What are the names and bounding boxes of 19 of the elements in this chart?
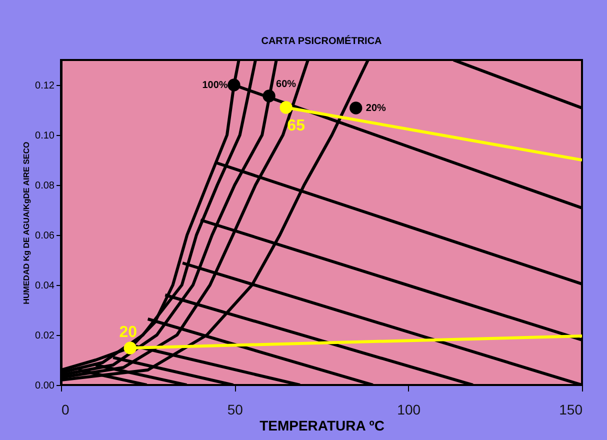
x-axis-title: TEMPERATURA ºC bbox=[260, 418, 384, 434]
y-tick-label: 0.12 bbox=[35, 80, 55, 92]
y-axis-title: HUMEDAD Kg DE AGUA/KgDE AIRE SECO bbox=[22, 142, 32, 304]
annotation: 60% bbox=[276, 79, 296, 90]
y-tick-label: 0.08 bbox=[35, 180, 55, 192]
y-tick-label: 0.06 bbox=[35, 230, 55, 242]
x-tick-label: 150 bbox=[559, 402, 583, 418]
annotation: 65 bbox=[287, 118, 306, 134]
y-tick-label: 0.02 bbox=[35, 330, 55, 342]
chart-title: CARTA PSICROMÉTRICA bbox=[261, 35, 382, 47]
annotation: 20 bbox=[119, 324, 138, 341]
x-tick-label: 50 bbox=[227, 402, 244, 418]
annotation: 20% bbox=[366, 103, 386, 114]
y-tick-label: 0.00 bbox=[35, 380, 55, 392]
annotation: 100% bbox=[202, 80, 228, 91]
x-tick-label: 100 bbox=[397, 402, 421, 418]
y-tick-label: 0.10 bbox=[35, 130, 55, 142]
y-tick-label: 0.04 bbox=[35, 280, 55, 292]
x-tick-label: 0 bbox=[62, 402, 70, 418]
